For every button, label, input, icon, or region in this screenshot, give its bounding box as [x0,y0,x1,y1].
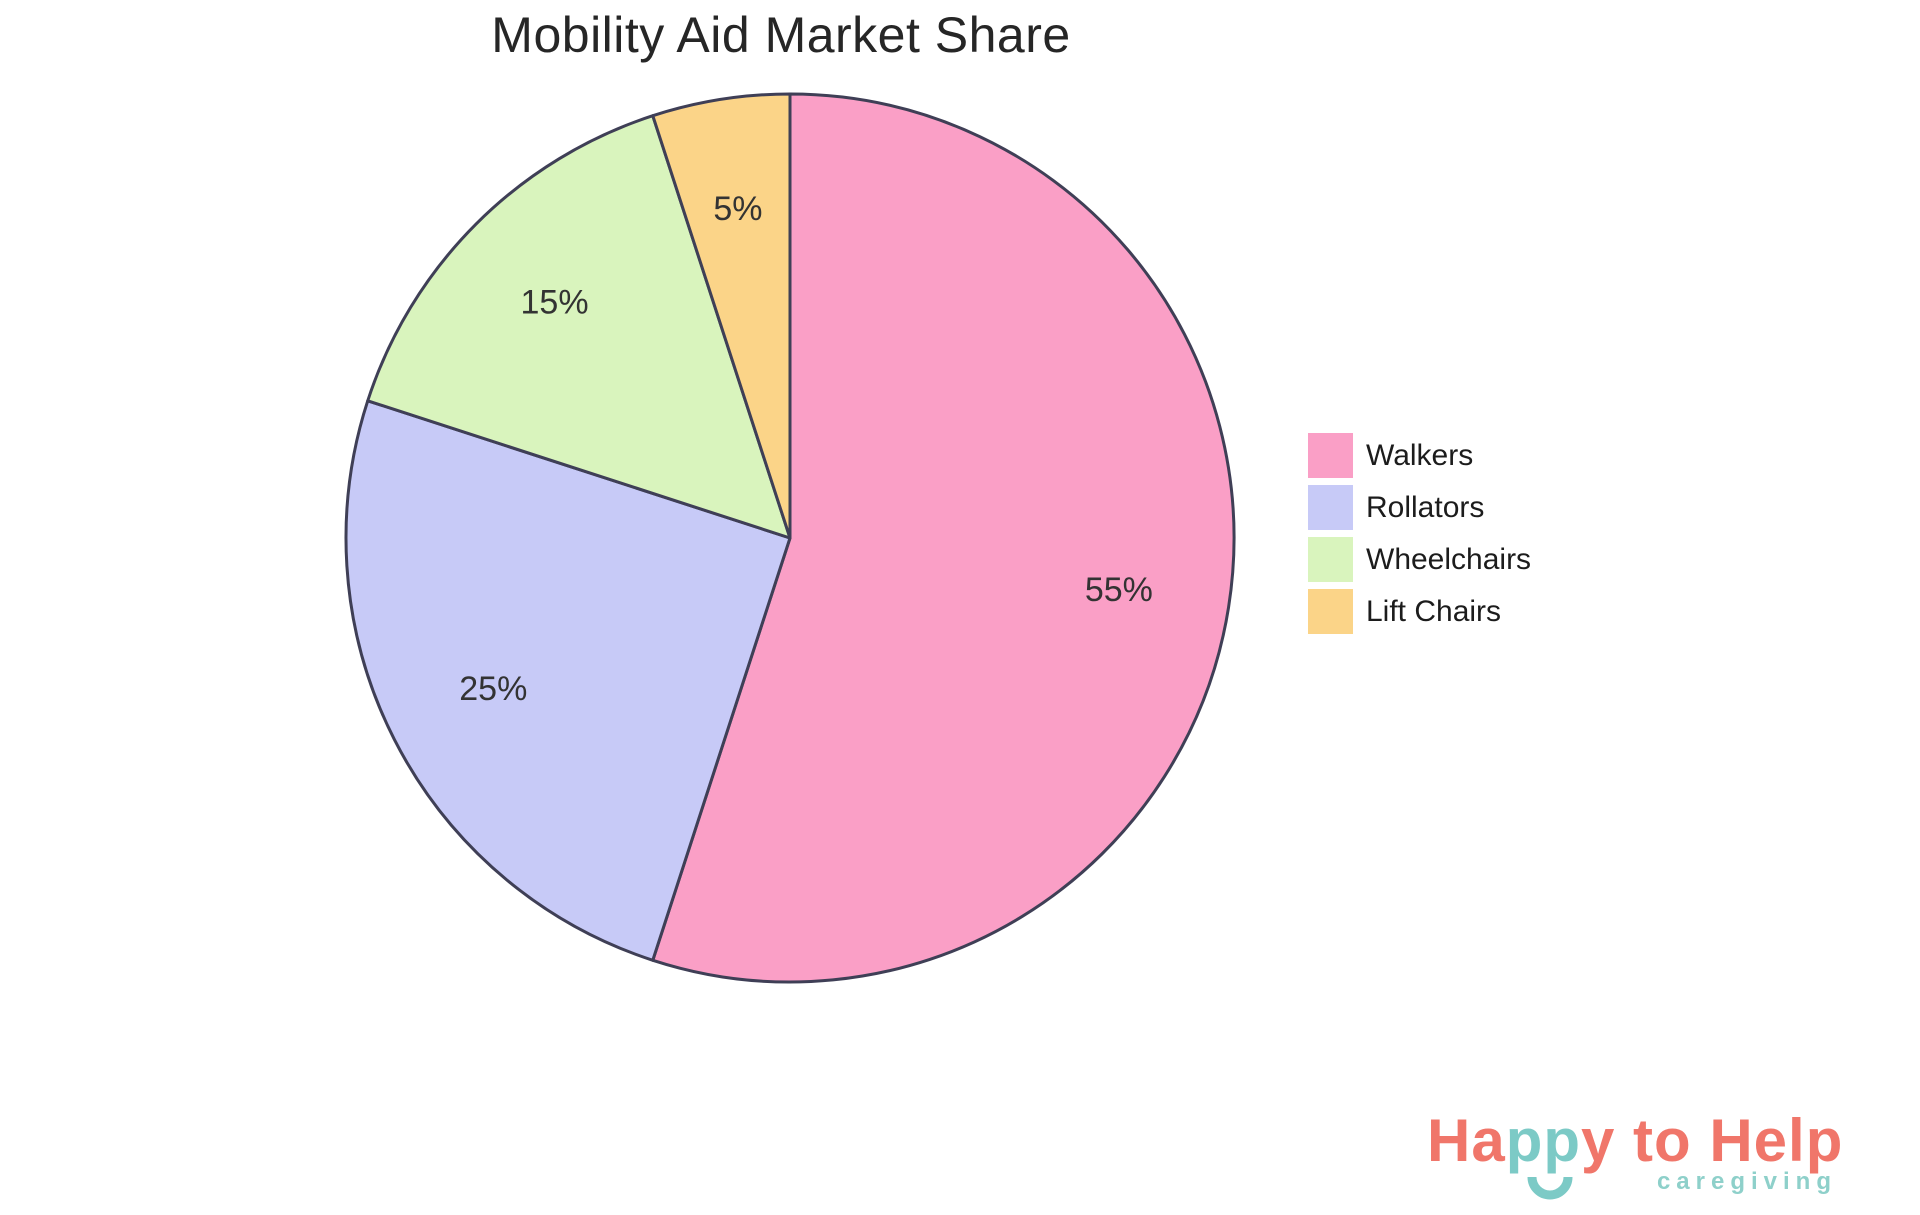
pie-slice-walkers [651,92,1236,984]
legend-swatch-rollators [1308,485,1353,530]
legend-item-rollators: Rollators [1308,485,1531,530]
pie-slice-rollators [344,399,792,962]
legend-item-walkers: Walkers [1308,433,1531,478]
brand-logo: Happy to Help caregiving [1427,1106,1887,1211]
legend-swatch-lift-chairs [1308,589,1353,634]
chart-title: Mobility Aid Market Share [491,7,1071,63]
logo-wordmark: Happy to Help [1427,1106,1843,1175]
logo-text-part: Ha [1427,1107,1506,1174]
legend-label-lift-chairs: Lift Chairs [1366,594,1502,628]
smile-icon [1527,1176,1573,1200]
pie-pct-label-walkers: 55% [1085,571,1153,609]
pie-pct-label-wheelchairs: 15% [521,284,589,322]
legend-swatch-walkers [1308,433,1353,478]
legend-label-walkers: Walkers [1366,438,1474,472]
logo-text-part: pp [1505,1107,1582,1174]
pie-slice-lift-chairs [651,92,792,540]
logo-text-part: y to Help [1581,1107,1844,1174]
legend-item-wheelchairs: Wheelchairs [1308,537,1531,582]
legend-label-wheelchairs: Wheelchairs [1366,542,1532,576]
legend-item-lift-chairs: Lift Chairs [1308,589,1531,634]
pie-chart: 55% 25% 15% 5% [344,92,1236,984]
pie-pct-label-rollators: 25% [459,670,527,708]
pie-slice-wheelchairs [366,114,792,540]
legend-swatch-wheelchairs [1308,537,1353,582]
legend: Walkers Rollators Wheelchairs Lift Chair… [1308,433,1531,634]
pie-pct-label-lift-chairs: 5% [713,190,762,228]
logo-tagline: caregiving [1656,1168,1837,1195]
legend-label-rollators: Rollators [1366,490,1485,524]
